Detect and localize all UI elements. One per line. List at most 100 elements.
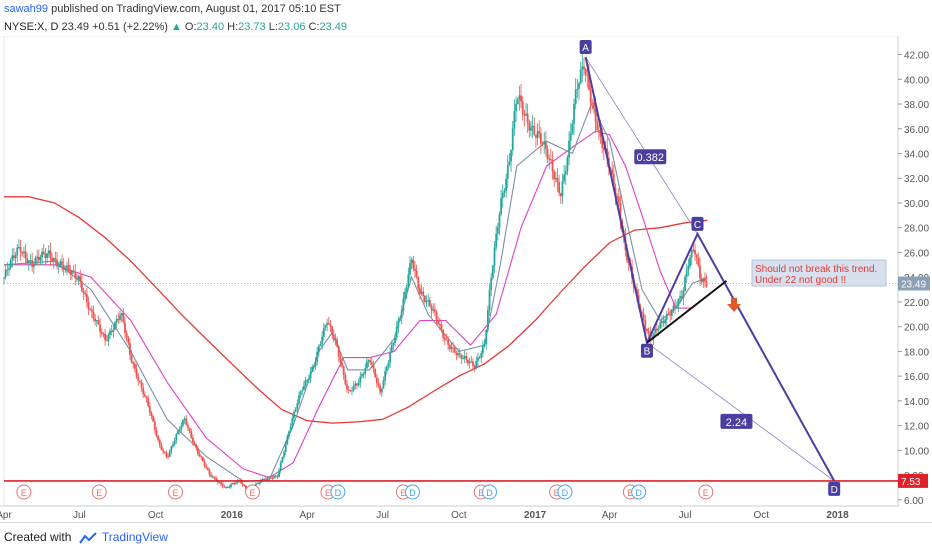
candle-body [109,330,111,336]
candle-body [211,476,214,478]
candle-body [662,321,665,324]
candle-body [129,343,131,355]
candle-body [473,365,476,368]
candle-body [573,103,575,124]
candle-body [132,362,135,364]
candle-body [284,444,287,453]
candle-body [485,329,488,344]
event-marker-label: E [478,488,484,498]
candle-body [190,430,193,438]
candle-body [369,360,372,363]
candle-body [505,178,507,191]
candle-body [493,247,496,266]
candle-body [591,102,594,104]
candle-body [412,259,415,269]
symbol-label[interactable]: NYSE:X, D [4,21,59,33]
dividend-event-icon [631,484,647,500]
candle-body [389,352,392,363]
candle-body [24,251,27,259]
candle-body [525,113,527,116]
candle-body [334,339,337,341]
pattern-point-badge [640,343,653,358]
candle-body [87,302,90,310]
candle-body [125,333,128,338]
candle-body [311,366,314,372]
candle-body [72,270,75,272]
annotation-box [751,259,887,287]
candle-body [382,380,385,389]
last-price-badge-label: 23.49 [901,279,926,290]
candle-body [442,329,445,338]
candle-body [283,452,285,457]
candle-body [660,321,663,323]
candle-body [428,300,431,306]
candle-body [331,326,334,335]
candle-body [177,430,179,435]
candle-body [134,363,136,369]
author-name[interactable]: sawah99 [4,3,49,15]
candle-body [496,227,499,234]
candle-body [19,246,22,253]
candle-body [657,328,660,331]
candle-body [409,263,411,275]
candle-body [261,478,264,482]
candle-body [593,102,595,108]
y-tick-label: 12.00 [904,422,929,433]
down-arrow-icon [727,298,741,312]
candle-body [268,476,271,479]
last-price-badge [898,276,930,291]
candle-body [89,309,92,311]
candle-body [31,260,34,267]
candle-body [84,292,87,295]
candle-body [110,330,113,332]
candle-body [92,311,95,319]
candle-body [314,361,317,367]
candle-body [536,131,539,138]
candle-body [699,265,701,279]
candle-body [697,257,700,266]
candle-body [162,449,164,452]
candle-body [193,442,196,445]
candle-body [694,250,696,255]
candle-body [414,268,416,271]
candle-body [415,270,418,277]
candle-body [172,444,174,447]
candle-body [675,306,678,308]
candle-body [137,377,140,381]
candle-body [659,322,662,329]
candle-body [44,254,47,259]
candle-body [523,113,526,116]
candle-body [390,345,393,353]
candle-body [223,486,226,488]
candle-body [279,462,282,471]
candle-body [168,451,171,457]
tradingview-brand[interactable]: TradingView [101,530,168,544]
publish-bar: sawah99 published on TradingView.com, Au… [0,0,932,18]
annotation-text-line: Under 22 not good !! [755,275,846,286]
candle-body [226,486,229,488]
candle-body [67,265,70,271]
candle-body [346,384,348,390]
candle-body [583,66,585,70]
candle-body [569,133,572,141]
candle-body [576,88,579,90]
candle-body [42,251,45,255]
candle-body [387,362,390,367]
candle-body [243,484,246,486]
candle-body [175,434,178,441]
candle-body [185,418,188,426]
candle-body [102,333,105,335]
candle-body [617,196,620,203]
candle-body [357,382,360,386]
candle-body [596,121,599,131]
candle-body [395,326,398,338]
price-chart[interactable]: 6.008.0010.0012.0014.0016.0018.0020.0022… [0,36,932,522]
candle-body [646,329,648,332]
candle-body [155,429,158,436]
candle-body [674,305,677,308]
candle-body [158,439,161,446]
candle-body [230,484,232,487]
y-tick-label: 36.00 [904,125,929,136]
candle-body [351,390,353,392]
candle-body [468,361,471,364]
